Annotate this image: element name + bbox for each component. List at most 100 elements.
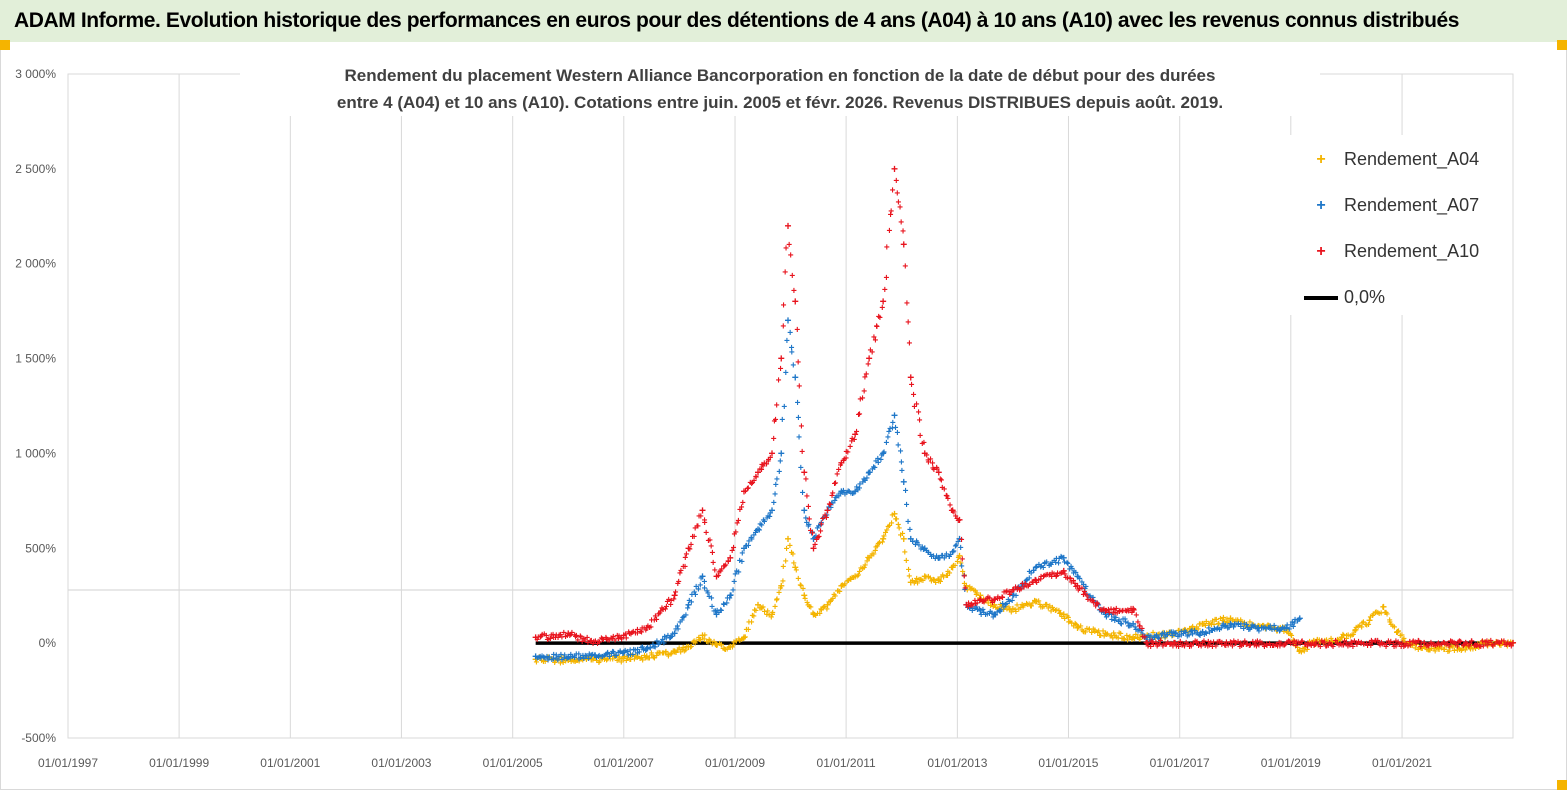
plus-marker-icon: + bbox=[1316, 151, 1326, 168]
data-point: + bbox=[714, 606, 720, 617]
data-point: + bbox=[1100, 626, 1106, 637]
data-point: + bbox=[627, 655, 633, 666]
data-point: + bbox=[1154, 642, 1160, 653]
data-point: + bbox=[1222, 622, 1228, 633]
data-point: + bbox=[773, 480, 779, 491]
data-point: + bbox=[565, 627, 572, 641]
data-point: + bbox=[889, 423, 895, 434]
data-point: + bbox=[887, 521, 893, 532]
data-point: + bbox=[803, 475, 809, 486]
data-point: + bbox=[1241, 618, 1247, 629]
data-point: + bbox=[1001, 603, 1007, 614]
data-point: + bbox=[1458, 646, 1464, 657]
data-point: + bbox=[1021, 580, 1027, 591]
data-point: + bbox=[1034, 562, 1040, 573]
data-point: + bbox=[737, 556, 743, 567]
data-point: + bbox=[1157, 639, 1163, 650]
data-point: + bbox=[891, 408, 898, 422]
data-point: + bbox=[1081, 590, 1087, 601]
data-point: + bbox=[1225, 624, 1231, 635]
data-point: + bbox=[581, 653, 587, 664]
data-point: + bbox=[1043, 600, 1049, 611]
data-point: + bbox=[967, 583, 973, 594]
data-point: + bbox=[990, 613, 996, 624]
data-point: + bbox=[718, 640, 724, 651]
data-point: + bbox=[1099, 605, 1105, 616]
data-point: + bbox=[1458, 637, 1464, 648]
data-point: + bbox=[1266, 621, 1272, 632]
data-point: + bbox=[1159, 630, 1165, 641]
data-point: + bbox=[1504, 640, 1510, 651]
data-point: + bbox=[1373, 608, 1379, 619]
data-point: + bbox=[1024, 582, 1030, 593]
corner-marker-bottom-right bbox=[1557, 780, 1567, 790]
data-point: + bbox=[989, 597, 995, 608]
data-point: + bbox=[547, 654, 553, 665]
data-point: + bbox=[935, 574, 942, 588]
data-point: + bbox=[1109, 615, 1115, 626]
data-point: + bbox=[1065, 573, 1071, 584]
data-point: + bbox=[1119, 634, 1125, 645]
data-point: + bbox=[573, 656, 579, 667]
data-point: + bbox=[695, 584, 701, 595]
data-point: + bbox=[815, 533, 821, 544]
data-point: + bbox=[874, 322, 880, 333]
data-point: + bbox=[652, 654, 658, 665]
data-point: + bbox=[1009, 589, 1016, 603]
data-point: + bbox=[1103, 613, 1109, 624]
data-point: + bbox=[1494, 638, 1500, 649]
data-point: + bbox=[1214, 637, 1220, 648]
data-point: + bbox=[970, 601, 976, 612]
data-point: + bbox=[810, 532, 817, 546]
data-point: + bbox=[692, 523, 698, 534]
data-point: + bbox=[1488, 636, 1494, 647]
data-point: + bbox=[893, 515, 899, 526]
data-point: + bbox=[1112, 608, 1118, 619]
data-point: + bbox=[1178, 627, 1184, 638]
data-point: + bbox=[678, 648, 684, 659]
data-point: + bbox=[1074, 570, 1081, 584]
data-point: + bbox=[808, 603, 814, 614]
data-point: + bbox=[1288, 621, 1294, 632]
data-point: + bbox=[1074, 579, 1081, 593]
data-point: + bbox=[925, 548, 931, 559]
data-point: + bbox=[538, 633, 544, 644]
data-point: + bbox=[907, 525, 913, 536]
data-point: + bbox=[997, 600, 1003, 611]
data-point: + bbox=[969, 584, 975, 595]
data-point: + bbox=[1117, 606, 1123, 617]
data-point: + bbox=[620, 651, 627, 665]
data-point: + bbox=[697, 635, 703, 646]
data-point: + bbox=[1212, 615, 1218, 626]
data-point: + bbox=[1399, 638, 1405, 649]
data-point: + bbox=[871, 462, 877, 473]
data-point: + bbox=[582, 651, 588, 662]
data-point: + bbox=[895, 520, 901, 531]
data-point: + bbox=[548, 631, 554, 642]
data-point: + bbox=[1126, 606, 1132, 617]
data-point: + bbox=[643, 654, 649, 665]
data-point: + bbox=[1069, 618, 1075, 629]
data-point: + bbox=[1195, 624, 1201, 635]
data-point: + bbox=[1212, 624, 1218, 635]
data-point: + bbox=[1108, 604, 1114, 615]
data-point: + bbox=[1456, 643, 1462, 654]
data-point: + bbox=[871, 333, 877, 344]
data-point: + bbox=[840, 456, 846, 467]
data-point: + bbox=[812, 533, 818, 544]
data-point: + bbox=[1040, 563, 1046, 574]
data-point: + bbox=[937, 474, 943, 485]
data-point: + bbox=[713, 607, 719, 618]
data-point: + bbox=[769, 608, 776, 622]
data-point: + bbox=[1289, 631, 1295, 642]
data-point: + bbox=[1215, 619, 1221, 630]
data-point: + bbox=[616, 656, 622, 667]
data-point: + bbox=[572, 652, 578, 663]
data-point: + bbox=[1376, 609, 1382, 620]
data-point: + bbox=[1144, 630, 1151, 644]
data-point: + bbox=[1058, 608, 1064, 619]
data-point: + bbox=[885, 522, 891, 533]
data-point: + bbox=[1185, 639, 1191, 650]
data-point: + bbox=[1006, 587, 1012, 598]
data-point: + bbox=[980, 605, 986, 616]
